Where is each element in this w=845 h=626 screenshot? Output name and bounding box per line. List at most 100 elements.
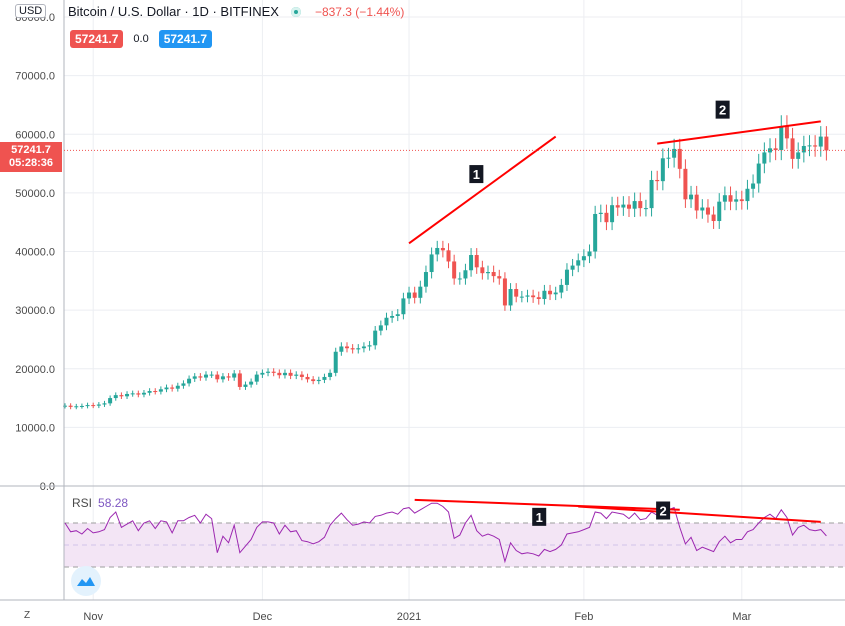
candle-body [108, 398, 113, 404]
symbol-title[interactable]: Bitcoin / U.S. Dollar · 1D · BITFINEX [68, 4, 279, 19]
candle-body [705, 207, 710, 215]
candle [790, 127, 795, 169]
candle [705, 199, 710, 223]
candle [350, 344, 355, 354]
candle [469, 248, 474, 277]
tradingview-logo-icon[interactable] [71, 566, 101, 596]
candle-body [553, 292, 558, 295]
candle [367, 341, 372, 351]
candle [734, 190, 739, 211]
candle-body [316, 379, 321, 382]
currency-badge[interactable]: USD [15, 4, 47, 18]
candle-body [756, 163, 761, 184]
candle-body [249, 381, 254, 385]
candle-body [96, 404, 101, 406]
candle [63, 403, 67, 409]
candle-body [153, 391, 158, 393]
sell-price-button[interactable]: 57241.7 [70, 30, 124, 48]
candle [762, 142, 767, 174]
candle [277, 369, 282, 379]
candle-body [215, 374, 220, 380]
candle-body [593, 213, 598, 252]
y-tick-label: 10000.0 [15, 422, 55, 434]
candle [508, 283, 513, 311]
candle-body [429, 254, 434, 273]
candle [361, 342, 366, 353]
candle [570, 258, 575, 277]
candle-body [542, 290, 547, 299]
candle [79, 403, 84, 409]
candle-body [649, 179, 654, 209]
trendline-rsi-2 [578, 505, 821, 523]
last-price-tag: 57241.7 05:28:36 [0, 142, 62, 172]
candle-body [773, 148, 778, 151]
market-status-icon[interactable] [290, 6, 301, 17]
candle-body [604, 212, 609, 223]
candle-body [102, 403, 107, 405]
candle-body [570, 265, 575, 270]
candle [519, 290, 524, 303]
candle-body [762, 152, 767, 164]
candle-body [779, 126, 784, 151]
bar-countdown: 05:28:36 [8, 157, 54, 169]
rsi-legend[interactable]: RSI 58.28 [72, 496, 128, 510]
y-tick-label: 20000.0 [15, 364, 55, 376]
candle [136, 390, 141, 398]
candle-body [305, 376, 310, 380]
candle [74, 403, 79, 410]
candle [745, 179, 750, 210]
candle [581, 249, 586, 268]
candle [271, 368, 276, 377]
candle [666, 147, 671, 169]
candle [643, 199, 648, 217]
candle-body [125, 393, 130, 397]
trend-label-rsi-1: 1 [532, 507, 547, 526]
candle [818, 126, 823, 157]
trend-label-box [715, 100, 730, 119]
candle [457, 272, 462, 285]
candle-body [271, 371, 276, 373]
trend-label-text: 1 [473, 167, 480, 182]
candle [683, 159, 688, 208]
candle [824, 126, 829, 161]
candle-body [85, 405, 90, 407]
candle-body [502, 278, 507, 306]
candle-body [367, 345, 372, 347]
candle [502, 272, 507, 311]
candle [299, 371, 304, 381]
candle-body [288, 372, 293, 376]
candle [249, 378, 254, 388]
buy-price-button[interactable]: 57241.7 [158, 30, 213, 48]
candle [784, 115, 789, 149]
candle-body [440, 247, 445, 251]
candle [85, 402, 90, 409]
candle [514, 283, 519, 303]
trend-label-text: 2 [719, 103, 726, 118]
candle [548, 284, 553, 301]
candle-body [469, 255, 474, 271]
spread-value: 0.0 [133, 33, 149, 45]
candle-body [491, 272, 496, 277]
candle-body [74, 406, 79, 408]
candle [141, 389, 146, 398]
candle-body [801, 145, 806, 153]
candle-body [638, 201, 643, 209]
candle-body [395, 314, 400, 316]
candle [401, 292, 406, 320]
candle-body [119, 395, 124, 397]
candle-body [576, 260, 581, 266]
candle-body [531, 295, 536, 298]
zoom-reset-button[interactable]: Z [24, 610, 31, 621]
y-tick-label: 30000.0 [15, 305, 55, 317]
candle [175, 382, 180, 392]
candle-body [463, 270, 468, 279]
candle-body [204, 374, 208, 378]
candle-body [739, 199, 744, 202]
candle [779, 115, 784, 161]
candle-body [175, 385, 180, 389]
candle-body [536, 297, 541, 299]
candle-body [694, 194, 699, 211]
candle-body [446, 250, 451, 262]
candle [378, 320, 383, 336]
